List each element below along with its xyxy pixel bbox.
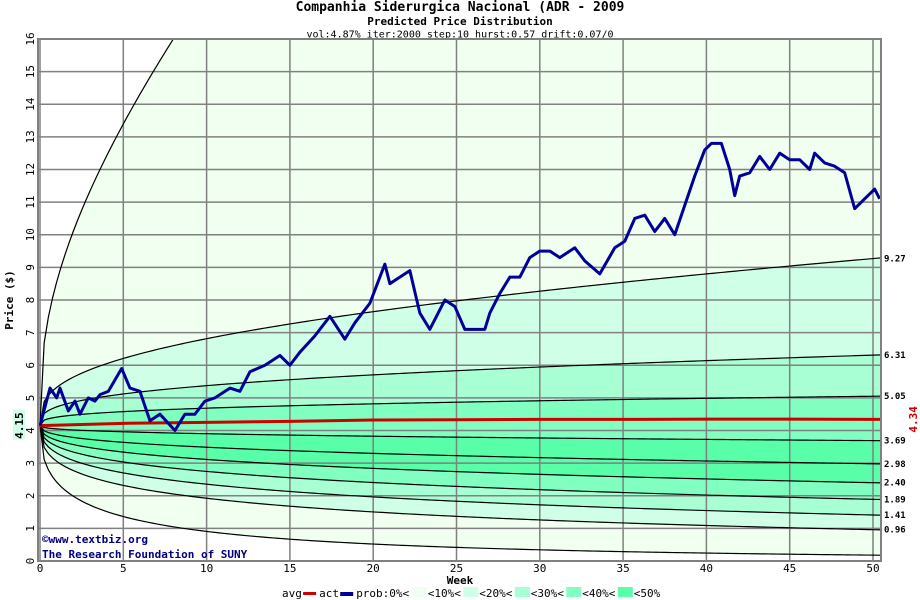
y-axis-label: Price ($) bbox=[3, 270, 16, 330]
percentile-end-label: 2.98 bbox=[884, 460, 906, 470]
legend-band-swatch bbox=[617, 587, 633, 597]
x-tick-label: 30 bbox=[533, 562, 546, 575]
legend-band-label: <10%< bbox=[428, 587, 461, 600]
legend-band-label: <20%< bbox=[479, 587, 512, 600]
percentile-curve bbox=[39, 354, 881, 426]
x-tick-label: 50 bbox=[866, 562, 879, 575]
y-tick-label: 7 bbox=[24, 329, 37, 336]
percentile-curve bbox=[39, 425, 881, 516]
y-tick-label: 14 bbox=[24, 97, 37, 111]
chart-title: Companhia Siderurgica Nacional (ADR - 20… bbox=[296, 0, 625, 15]
legend-band-label: <40%< bbox=[582, 587, 615, 600]
legend: avg act prob:0%< <10%< <20%< <30%< <40%< <50% bbox=[282, 587, 661, 600]
y-tick-label: 1 bbox=[24, 525, 37, 532]
plot-frame bbox=[37, 38, 882, 562]
percentile-curve bbox=[39, 425, 881, 484]
plot-content bbox=[38, 39, 881, 561]
legend-band-swatch bbox=[463, 587, 479, 597]
x-tick-label: 25 bbox=[450, 562, 463, 575]
percentile-curve bbox=[39, 395, 881, 426]
legend-act-swatch bbox=[340, 592, 354, 596]
probability-band bbox=[40, 425, 881, 500]
legend-act-label: act bbox=[319, 587, 339, 600]
legend-band-swatch bbox=[514, 587, 530, 597]
x-tick-label: 35 bbox=[616, 562, 629, 575]
y-tick-label: 9 bbox=[24, 264, 37, 271]
percentile-end-label: 6.31 bbox=[884, 351, 906, 361]
x-tick-label: 5 bbox=[120, 562, 127, 575]
y-tick-label: 15 bbox=[24, 65, 37, 78]
y-tick-label: 12 bbox=[24, 163, 37, 176]
legend-avg-swatch bbox=[303, 592, 317, 595]
x-tick-label: 0 bbox=[37, 562, 44, 575]
probability-band bbox=[40, 425, 881, 516]
probability-band bbox=[40, 425, 881, 530]
y-tick-label: 5 bbox=[24, 395, 37, 402]
probability-band bbox=[40, 354, 881, 426]
watermark-line1: ©www.textbiz.org bbox=[42, 533, 148, 546]
percentile-end-label: 3.69 bbox=[884, 437, 906, 447]
x-tick-label: 40 bbox=[700, 562, 713, 575]
probability-band bbox=[40, 425, 881, 556]
chart-params: vol:4.87% iter:2000 step:10 hurst:0.57 d… bbox=[306, 30, 613, 41]
x-tick-label: 15 bbox=[283, 562, 296, 575]
percentile-end-label: 1.41 bbox=[884, 511, 906, 521]
probability-band bbox=[40, 39, 881, 426]
legend-avg-label: avg bbox=[282, 587, 302, 600]
y-tick-label: 3 bbox=[24, 460, 37, 467]
probability-band bbox=[40, 425, 881, 483]
percentile-end-label: 2.40 bbox=[884, 479, 906, 489]
legend-band-label: <30%< bbox=[531, 587, 564, 600]
start-price-label: 4.15 bbox=[13, 412, 26, 439]
percentile-curve bbox=[39, 425, 881, 442]
percentile-curve bbox=[39, 257, 881, 426]
actual-price-line bbox=[38, 141, 881, 432]
chart-subtitle: Predicted Price Distribution bbox=[367, 15, 552, 28]
y-tick-label: 13 bbox=[24, 130, 37, 143]
y-tick-label: 8 bbox=[24, 297, 37, 304]
percentile-curve bbox=[39, 425, 881, 465]
probability-band bbox=[40, 425, 881, 464]
y-tick-label: 0 bbox=[24, 558, 37, 565]
y-tick-label: 2 bbox=[24, 492, 37, 499]
avg-end-label: 4.34 bbox=[907, 406, 920, 433]
percentile-end-label: 0.96 bbox=[884, 526, 906, 536]
y-tick-label: 4 bbox=[24, 427, 37, 434]
plot-area bbox=[38, 39, 881, 561]
percentile-end-label: 9.27 bbox=[884, 255, 906, 265]
legend-band-swatch bbox=[411, 587, 427, 597]
y-tick-label: 11 bbox=[24, 196, 37, 209]
x-tick-label: 20 bbox=[367, 562, 380, 575]
x-tick-label: 45 bbox=[783, 562, 796, 575]
percentile-curve bbox=[39, 425, 881, 556]
start-label-bg bbox=[13, 409, 25, 440]
y-tick-label: 16 bbox=[24, 32, 37, 45]
legend-band-label: <50% bbox=[634, 587, 661, 600]
percentile-end-label: 5.05 bbox=[884, 392, 906, 402]
y-tick-label: 6 bbox=[24, 362, 37, 369]
y-tick-label: 10 bbox=[24, 228, 37, 241]
avg-line bbox=[39, 417, 881, 428]
percentile-end-label: 1.89 bbox=[884, 495, 906, 505]
x-tick-label: 10 bbox=[200, 562, 213, 575]
percentile-curve bbox=[39, 425, 881, 501]
watermark-line2: The Research Foundation of SUNY bbox=[42, 548, 248, 561]
legend-prob-label: prob:0%< bbox=[356, 587, 409, 600]
legend-band-swatch bbox=[566, 587, 582, 597]
x-axis-label: Week bbox=[447, 574, 474, 587]
percentile-curve bbox=[39, 425, 881, 531]
